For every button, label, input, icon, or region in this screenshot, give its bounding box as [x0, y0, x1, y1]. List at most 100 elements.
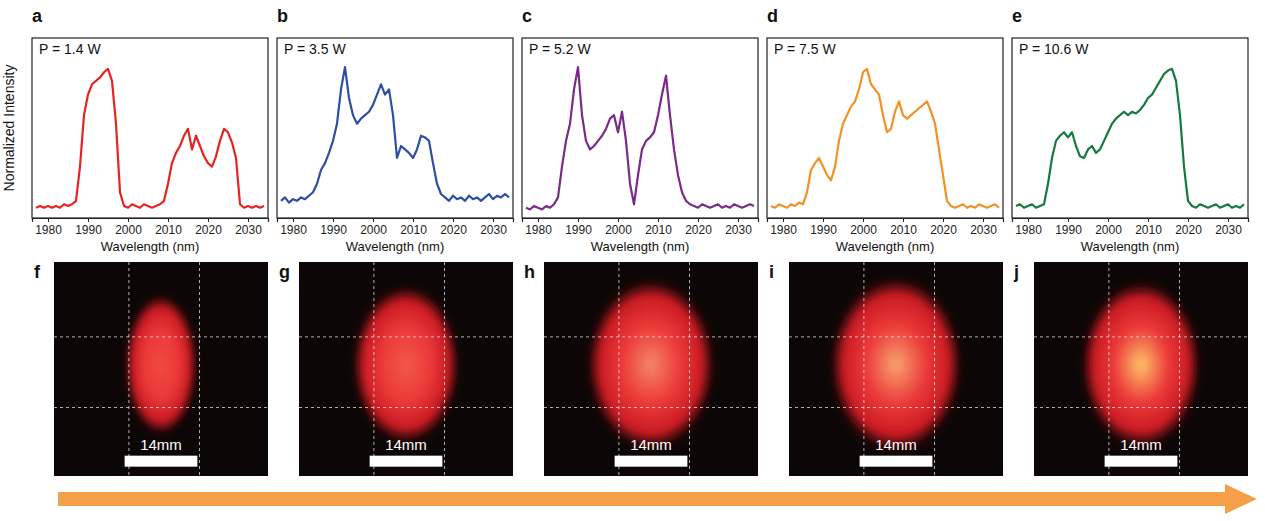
plot-frame	[767, 38, 1003, 218]
spectrum-panel: 1980 1990 2000 2010 2020 2030 P = 3.5 W Wavelen…	[277, 6, 514, 254]
x-tick-label: 2030	[970, 223, 997, 237]
x-tick-mark	[783, 218, 784, 222]
photo-background	[1034, 262, 1248, 476]
x-tick: 2020	[195, 218, 222, 237]
plot-frame	[522, 38, 758, 218]
x-axis: 198019902000201020202030	[1013, 218, 1249, 237]
x-tick: 2000	[360, 218, 387, 237]
x-tick: 2010	[155, 218, 182, 237]
x-tick: 2030	[725, 218, 752, 237]
x-tick-mark	[208, 218, 209, 222]
plot-area	[36, 69, 264, 208]
x-tick: 2020	[930, 218, 957, 237]
beam-photo: 14mm g	[279, 262, 513, 476]
x-tick-mark	[1188, 218, 1189, 222]
x-tick-mark	[738, 218, 739, 222]
x-tick-mark	[1148, 218, 1149, 222]
guide-line	[789, 407, 1003, 408]
x-tick-label: 2020	[440, 223, 467, 237]
x-tick-mark	[293, 218, 294, 222]
x-tick-label: 2010	[645, 223, 672, 237]
x-axis: 198019902000201020202030	[768, 218, 1004, 237]
guide-line	[1034, 336, 1248, 337]
x-tick-label: 1990	[810, 223, 837, 237]
scale-bar	[615, 456, 688, 467]
x-axis-line	[278, 219, 514, 223]
x-tick-label: 1980	[280, 223, 307, 237]
photo-background	[544, 262, 758, 476]
x-tick-label: 2010	[400, 223, 427, 237]
figure: 1980 1990 2000 2010 2020 2030 P = 1.4 W Wavelen…	[0, 0, 1265, 521]
x-tick-label: 1990	[75, 223, 102, 237]
x-tick: 2020	[440, 218, 467, 237]
x-tick: 1980	[525, 218, 552, 237]
panel-letter: g	[279, 262, 290, 282]
x-tick-mark	[333, 218, 334, 222]
x-tick-mark	[493, 218, 494, 222]
x-tick: 1990	[320, 218, 347, 237]
x-axis-title: Wavelength (nm)	[1081, 239, 1180, 254]
x-tick: 2030	[970, 218, 997, 237]
x-axis-title: Wavelength (nm)	[346, 239, 445, 254]
x-tick-label: 2000	[115, 223, 142, 237]
scale-bar-label: 14mm	[630, 436, 672, 453]
panel-title: P = 3.5 W	[284, 41, 346, 57]
panel-letter: i	[769, 262, 774, 282]
x-axis-title: Wavelength (nm)	[591, 239, 690, 254]
panel-letter: d	[767, 6, 778, 26]
photo-background	[299, 262, 513, 476]
x-axis-line	[1013, 219, 1249, 223]
x-tick-label: 2030	[1215, 223, 1242, 237]
scale-bar-label: 14mm	[385, 436, 427, 453]
x-tick-label: 2020	[1175, 223, 1202, 237]
panel-title: P = 1.4 W	[39, 41, 101, 57]
plot-frame	[277, 38, 513, 218]
guide-line	[934, 262, 935, 476]
figure-svg: 1980 1990 2000 2010 2020 2030 P = 1.4 W Wavelen…	[0, 0, 1265, 521]
x-tick-mark	[698, 218, 699, 222]
beam-spot	[1081, 281, 1201, 448]
x-tick-mark	[413, 218, 414, 222]
x-tick-label: 1990	[320, 223, 347, 237]
y-axis-title: Normalized Intensity	[1, 65, 17, 192]
panel-letter: c	[522, 6, 532, 26]
x-axis-line	[33, 219, 269, 223]
x-tick-mark	[248, 218, 249, 222]
spectrum-line	[771, 69, 999, 208]
x-tick-mark	[943, 218, 944, 222]
x-tick: 1990	[75, 218, 102, 237]
x-tick-mark	[1028, 218, 1029, 222]
x-tick-label: 2020	[195, 223, 222, 237]
photo-background	[54, 262, 268, 476]
guide-line	[444, 262, 445, 476]
arrow	[58, 484, 1257, 514]
x-tick: 1980	[35, 218, 62, 237]
plot-area	[281, 67, 509, 202]
x-tick-label: 2000	[605, 223, 632, 237]
guide-line	[1108, 262, 1109, 476]
panel-letter: h	[524, 262, 535, 282]
guide-line	[789, 336, 1003, 337]
beam-photo: 14mmf	[34, 262, 268, 476]
x-tick-mark	[903, 218, 904, 222]
x-tick: 2030	[480, 218, 507, 237]
photo-background	[789, 262, 1003, 476]
x-tick-label: 1980	[770, 223, 797, 237]
plot-area	[1016, 69, 1244, 208]
x-tick-label: 2020	[685, 223, 712, 237]
x-tick-label: 2000	[850, 223, 877, 237]
scale-bar	[1105, 456, 1178, 467]
x-tick: 2020	[685, 218, 712, 237]
spectrum-line	[36, 69, 264, 208]
plot-area	[771, 69, 999, 208]
x-tick-mark	[373, 218, 374, 222]
spectrum-line	[526, 67, 754, 209]
x-tick-label: 2030	[235, 223, 262, 237]
x-tick-label: 2000	[1095, 223, 1122, 237]
panel-letter: a	[32, 6, 43, 26]
spectrum-line	[281, 67, 509, 202]
x-tick: 1990	[810, 218, 837, 237]
guide-line	[863, 262, 864, 476]
x-tick-label: 1980	[525, 223, 552, 237]
spectrum-line	[1016, 69, 1244, 208]
